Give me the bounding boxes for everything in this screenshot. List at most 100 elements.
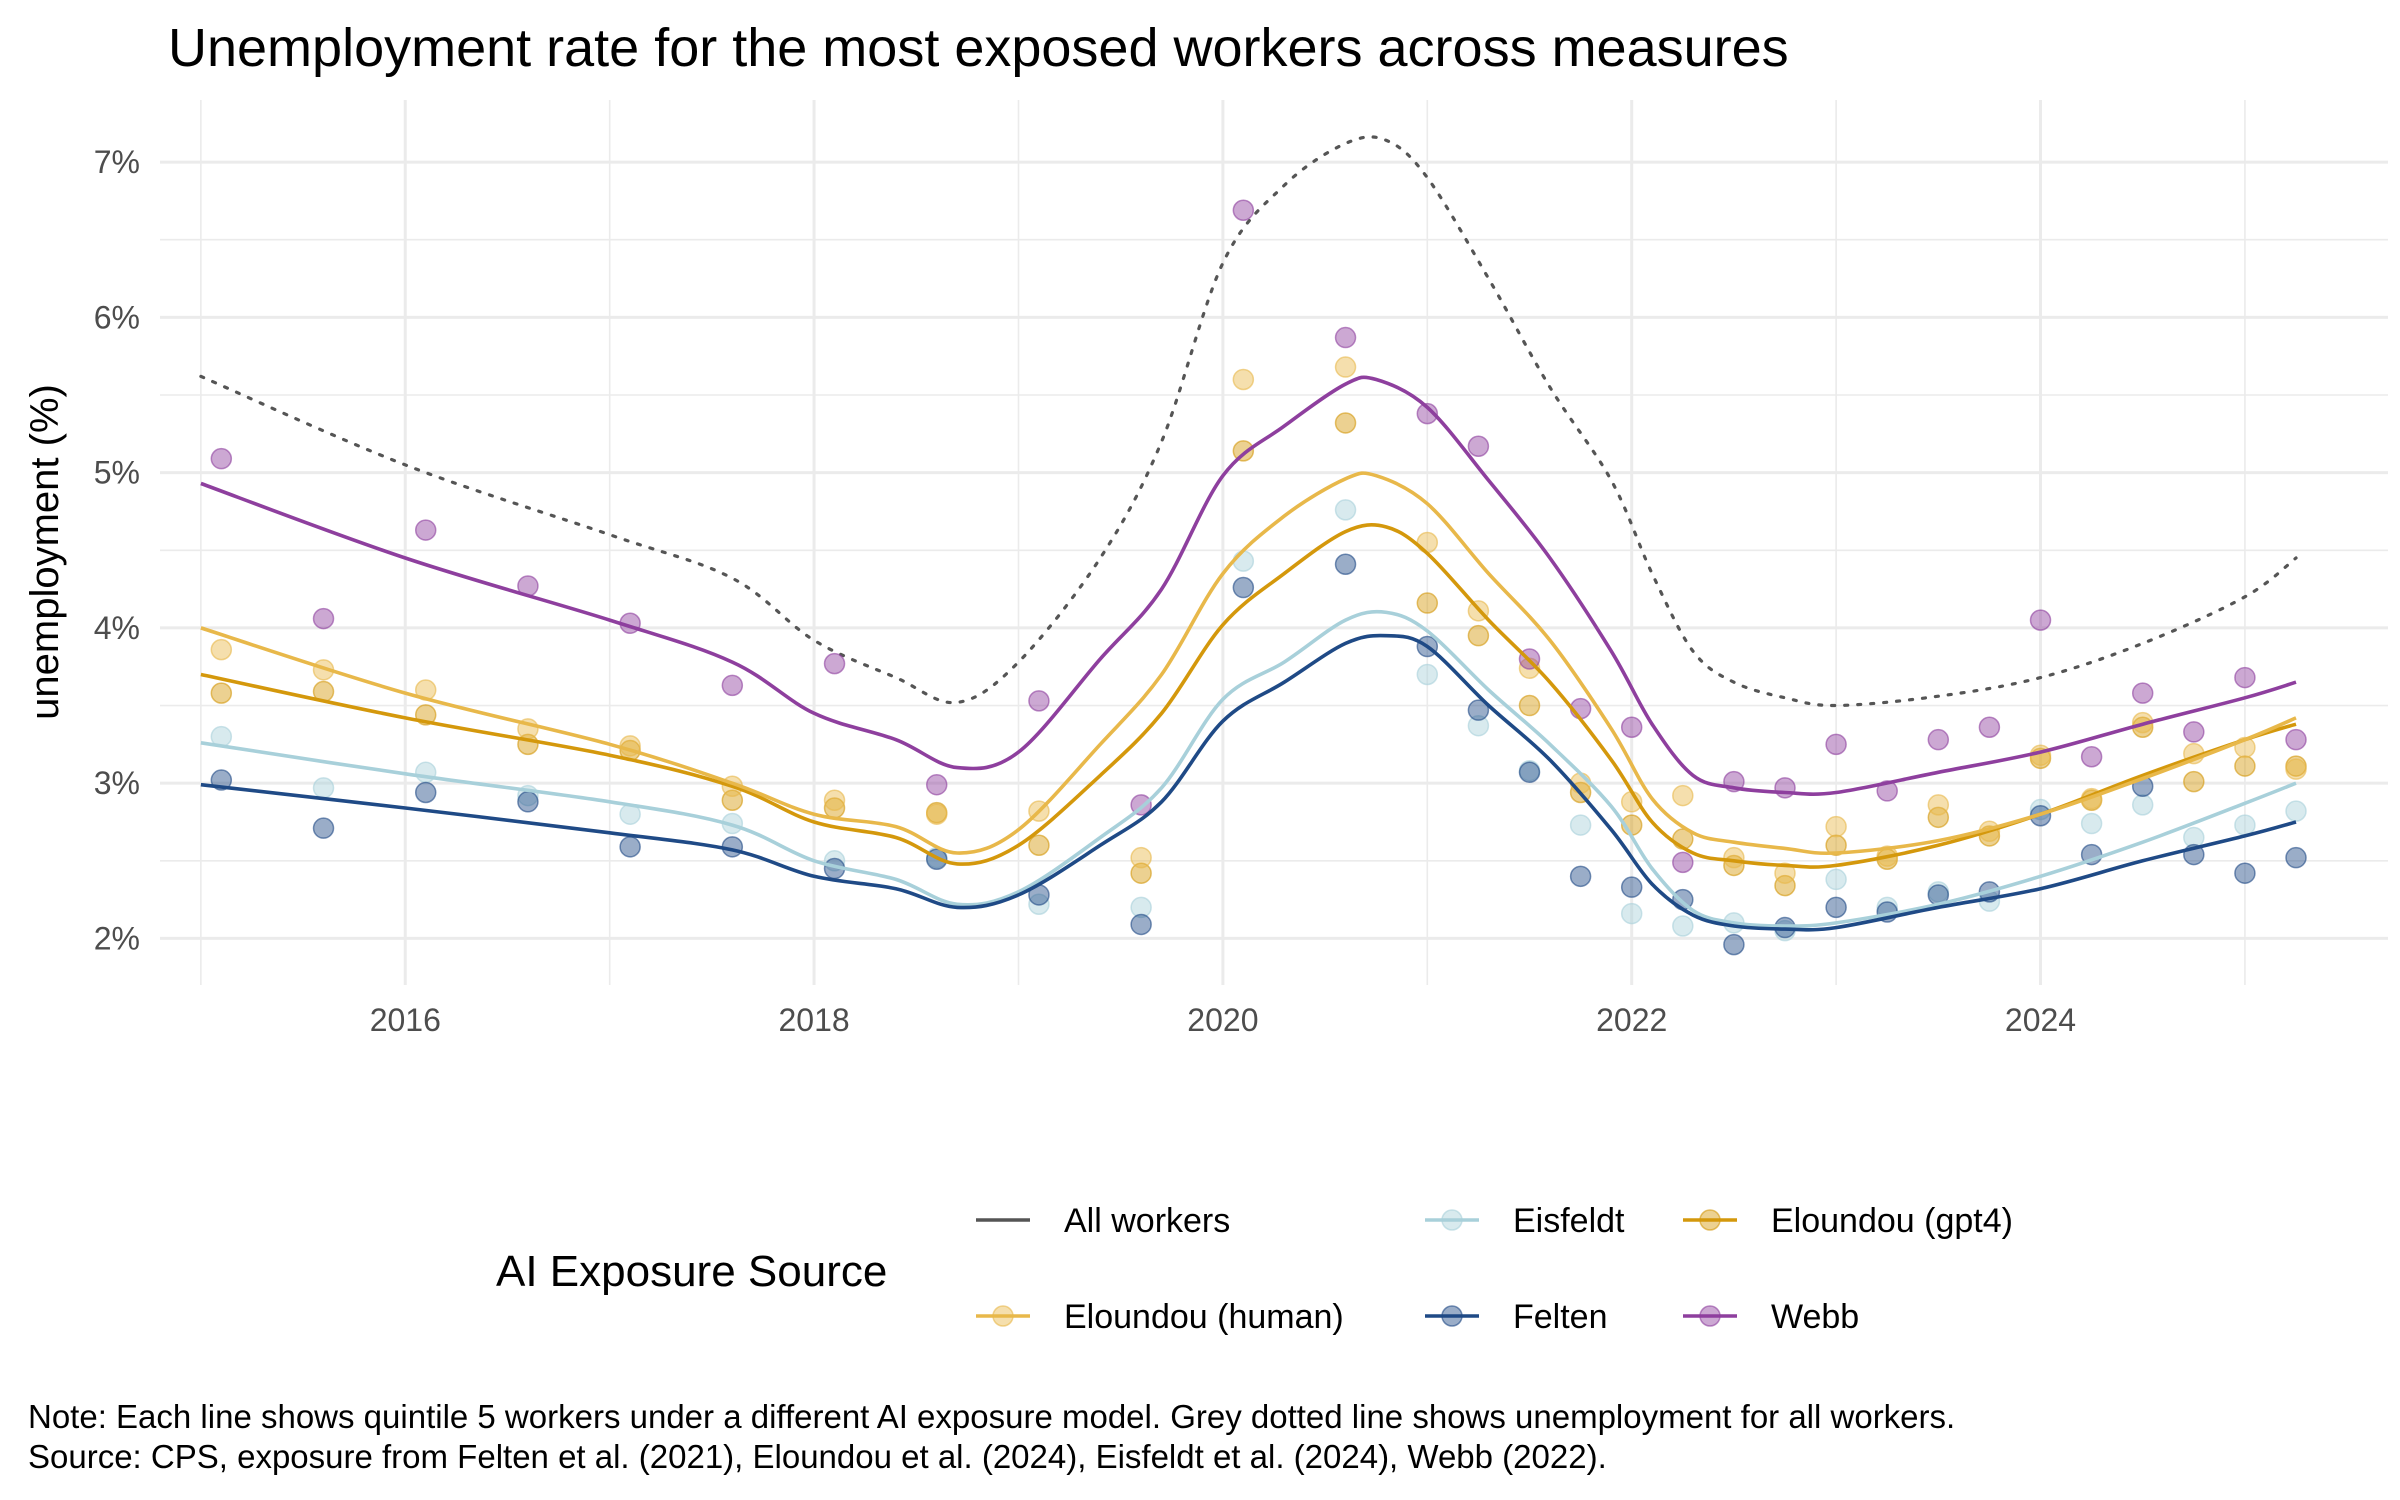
y-tick-label: 2% xyxy=(94,920,140,956)
series-line-felten xyxy=(200,633,2297,932)
data-point-webb xyxy=(1467,435,1490,457)
y-tick-label: 3% xyxy=(94,765,140,801)
data-point-webb xyxy=(1978,716,2001,739)
x-tick-label: 2024 xyxy=(2005,1002,2076,1038)
all-workers-layer xyxy=(199,135,2298,708)
data-point-eloundou-gpt4 xyxy=(1927,806,1950,829)
data-point-eloundou-human xyxy=(1130,846,1152,869)
legend-key-point xyxy=(1699,1305,1721,1327)
data-point-eisfeldt xyxy=(2131,794,2154,816)
data-point-felten xyxy=(1569,865,1592,888)
data-point-eloundou-gpt4 xyxy=(1334,412,1357,434)
data-point-eloundou-gpt4 xyxy=(1825,834,1847,857)
data-point-eisfeldt xyxy=(1620,902,1643,925)
y-axis-title: unemployment (%) xyxy=(23,384,67,720)
y-tick-label: 7% xyxy=(94,144,140,180)
data-point-eloundou-human xyxy=(1334,356,1357,378)
note-line-2: Source: CPS, exposure from Felten et al.… xyxy=(28,1438,1607,1475)
data-point-felten xyxy=(1620,876,1643,898)
data-point-felten xyxy=(1130,913,1152,936)
data-point-eisfeldt xyxy=(1232,550,1255,572)
legend-item-felten: Felten xyxy=(1425,1298,1608,1336)
legend-label: Eisfeldt xyxy=(1513,1202,1625,1240)
data-point-webb xyxy=(1028,690,1050,712)
data-point-felten xyxy=(517,791,539,813)
x-tick-label: 2020 xyxy=(1187,1002,1258,1038)
series-line-webb xyxy=(200,375,2297,796)
series-layer xyxy=(200,199,2307,956)
tick-layer: 2% 3% 4% 5% 6% 7% 2016 2018 2020 2022 2024 xyxy=(94,144,2076,1038)
data-point-eloundou-human xyxy=(1825,815,1847,838)
data-point-felten xyxy=(2234,862,2256,884)
x-tick-label: 2022 xyxy=(1596,1002,1667,1038)
legend-label: Webb xyxy=(1771,1298,1859,1336)
data-point-eloundou-gpt4 xyxy=(1232,440,1255,462)
data-point-eloundou-gpt4 xyxy=(1416,592,1439,614)
data-point-eloundou-human xyxy=(1672,784,1694,807)
data-point-webb xyxy=(1876,780,1898,802)
data-point-eloundou-human xyxy=(1232,368,1255,391)
legend-label: All workers xyxy=(1064,1202,1230,1240)
data-point-eloundou-gpt4 xyxy=(2183,770,2205,793)
data-point-felten xyxy=(312,817,335,839)
data-point-eisfeldt xyxy=(1130,896,1152,919)
data-point-webb xyxy=(823,652,846,675)
data-point-eloundou-human xyxy=(823,789,846,811)
x-tick-label: 2018 xyxy=(778,1002,849,1038)
data-point-eisfeldt xyxy=(2285,800,2307,822)
legend-label: Felten xyxy=(1513,1298,1608,1336)
legend-key-point xyxy=(1441,1305,1463,1327)
data-point-webb xyxy=(1232,199,1255,221)
data-point-webb xyxy=(1927,728,1950,751)
data-point-webb xyxy=(1334,326,1357,349)
data-point-eloundou-gpt4 xyxy=(1028,834,1050,857)
series-eisfeldt xyxy=(210,499,2307,942)
legend-item-eloundou-gpt4: Eloundou (gpt4) xyxy=(1683,1202,2013,1240)
data-point-eisfeldt xyxy=(1672,915,1694,937)
data-point-webb xyxy=(2029,609,2052,631)
data-point-webb xyxy=(2183,721,2205,743)
data-point-eloundou-gpt4 xyxy=(2234,755,2256,777)
data-point-webb xyxy=(1774,777,1796,799)
data-point-eloundou-gpt4 xyxy=(1774,874,1796,897)
legend-key-point xyxy=(1699,1209,1721,1231)
legend: AI Exposure Source All workers Eisfeldt El… xyxy=(496,1202,2013,1336)
data-point-webb xyxy=(1672,851,1694,874)
data-point-webb xyxy=(1416,402,1439,425)
data-point-webb xyxy=(925,773,948,796)
data-point-felten xyxy=(619,836,641,858)
legend-item-webb: Webb xyxy=(1683,1298,1859,1336)
data-point-felten xyxy=(2285,846,2307,869)
legend-key-point xyxy=(992,1305,1014,1327)
data-point-webb xyxy=(2285,728,2307,751)
legend-item-all-workers: All workers xyxy=(976,1202,1230,1240)
data-point-eloundou-human xyxy=(210,638,233,661)
legend-key-point xyxy=(1441,1209,1463,1231)
data-point-eisfeldt xyxy=(2234,814,2256,836)
data-point-eisfeldt xyxy=(1334,499,1357,521)
all-workers-line xyxy=(199,135,2298,708)
data-point-webb xyxy=(2080,746,2103,768)
data-point-eloundou-human xyxy=(2285,758,2307,780)
data-point-felten xyxy=(1334,553,1357,575)
y-tick-label: 5% xyxy=(94,455,140,491)
y-tick-label: 6% xyxy=(94,299,140,335)
legend-item-eisfeldt: Eisfeldt xyxy=(1425,1202,1625,1240)
data-point-eloundou-human xyxy=(1723,846,1745,869)
series-webb xyxy=(210,199,2307,874)
data-point-felten xyxy=(1723,933,1745,956)
data-point-eisfeldt xyxy=(1467,714,1490,737)
data-point-webb xyxy=(1825,733,1847,756)
note-line-1: Note: Each line shows quintile 5 workers… xyxy=(28,1398,1955,1435)
data-point-webb xyxy=(414,519,437,541)
data-point-eisfeldt xyxy=(312,777,335,799)
legend-label: Eloundou (human) xyxy=(1064,1298,1344,1336)
data-point-eloundou-human xyxy=(925,803,948,825)
data-point-webb xyxy=(210,447,233,470)
legend-item-eloundou-human: Eloundou (human) xyxy=(976,1298,1344,1336)
data-point-eloundou-gpt4 xyxy=(210,682,233,704)
data-point-eloundou-gpt4 xyxy=(1467,624,1490,647)
data-point-webb xyxy=(721,674,744,697)
